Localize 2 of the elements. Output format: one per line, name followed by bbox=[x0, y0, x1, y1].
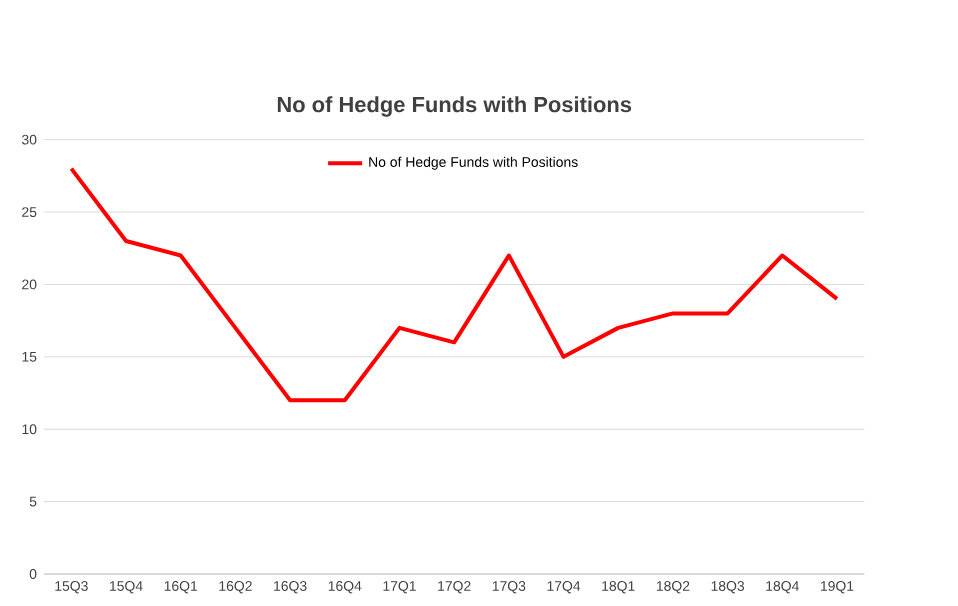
chart-title: No of Hedge Funds with Positions bbox=[277, 96, 632, 117]
line-series bbox=[69, 166, 839, 403]
